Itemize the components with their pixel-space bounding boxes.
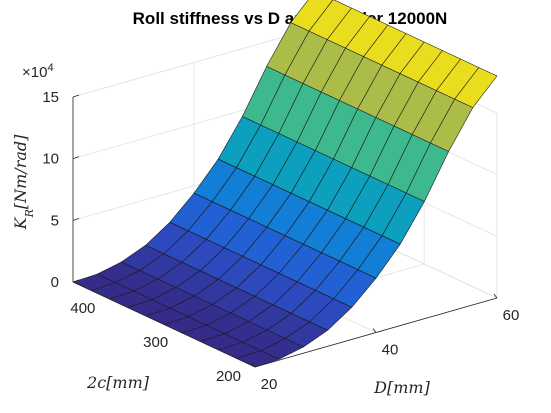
y-axis-line (72, 281, 256, 368)
axes (72, 94, 498, 368)
y-tick (109, 296, 115, 300)
z-tick-label: 15 (42, 89, 59, 106)
x-tick (251, 362, 256, 368)
y-axis-label: 2c[mm] (86, 373, 150, 392)
y-tick-label: 200 (216, 368, 241, 385)
z-tick-label: 0 (51, 274, 59, 291)
x-tick (493, 293, 498, 299)
x-tick (372, 328, 377, 333)
z-tick (72, 279, 80, 283)
surface-mesh (72, 0, 498, 368)
y-tick-label: 400 (70, 300, 95, 317)
y-tick (182, 330, 188, 334)
z-tick (72, 94, 80, 98)
z-axis-label: KR[Nm/rad] (11, 134, 36, 230)
z-tick-label: 5 (51, 212, 59, 229)
z-tick-label: 10 (42, 151, 59, 168)
z-tick (72, 156, 80, 160)
x-tick-label: 40 (382, 342, 399, 359)
z-multiplier: ×104 (22, 62, 54, 81)
tick-labels: 0 5 10 15 200 300 400 20 40 60 (42, 89, 519, 393)
y-tick-label: 300 (143, 334, 168, 351)
z-tick (72, 217, 80, 221)
x-axis-label: D[mm] (373, 378, 430, 397)
x-tick-label: 20 (261, 376, 278, 393)
y-tick (254, 364, 261, 368)
x-tick-label: 60 (503, 307, 520, 324)
